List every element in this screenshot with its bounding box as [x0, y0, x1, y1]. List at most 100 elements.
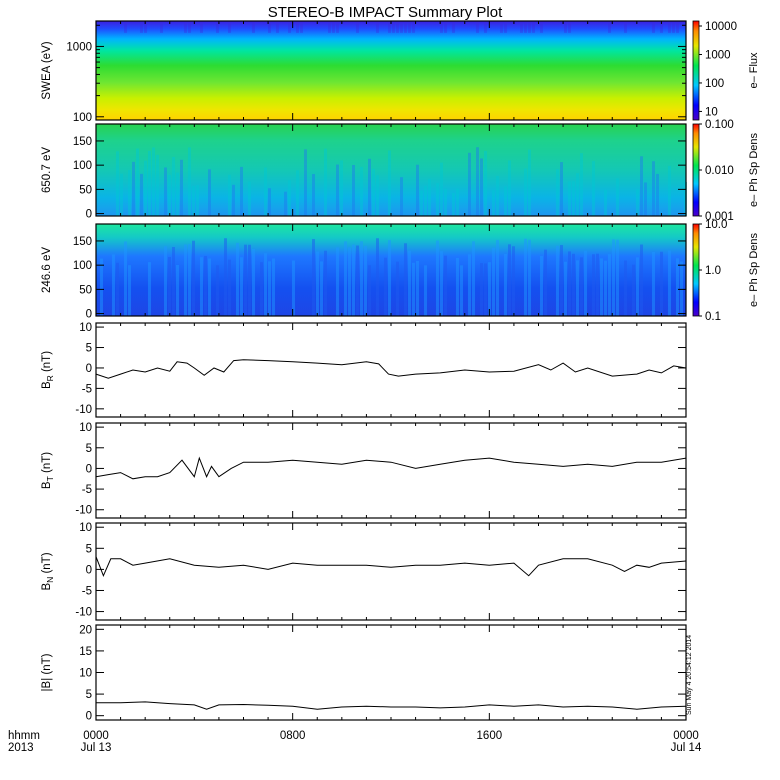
pad650-colorbar-label: e– Ph Sp Dens: [748, 133, 760, 207]
spectrogram-streak: [564, 21, 567, 33]
br-y-ticks: -10 -5 0 5 10: [75, 322, 687, 417]
spectrogram-streak: [440, 21, 443, 33]
spectrogram-streak: [488, 262, 491, 316]
y-tick-label: 50: [79, 284, 92, 296]
spectrogram-streak: [544, 249, 547, 316]
spectrogram-streak: [456, 188, 459, 216]
colorbar-tick-label: 0.100: [705, 119, 734, 131]
colorbar-tick-label: 0.1: [705, 311, 721, 323]
spectrogram-streak: [320, 261, 323, 316]
spectrogram-streak: [600, 258, 603, 316]
y-tick-label: 100: [73, 112, 92, 124]
spectrogram-streak: [340, 160, 343, 216]
spectrogram-streak: [304, 149, 307, 216]
spectrogram-streak: [556, 245, 559, 316]
spectrogram-streak: [564, 261, 567, 316]
swea-colorbar-label: e– Flux: [748, 52, 760, 89]
spectrogram-streak: [288, 21, 291, 33]
spectrogram-streak: [360, 241, 363, 316]
pad650-spectrogram: [96, 124, 686, 216]
spectrogram-streak: [476, 147, 479, 216]
spectrogram-streak: [192, 240, 195, 316]
spectrogram-streak: [116, 262, 119, 316]
swea-spectrogram: [96, 21, 686, 120]
spectrogram-streak: [268, 21, 271, 33]
spectrogram-streak: [144, 160, 147, 216]
spectrogram-streak: [436, 183, 439, 216]
spectrogram-streak: [368, 158, 371, 216]
spectrogram-streak: [504, 186, 507, 216]
y-tick-label: 10: [79, 668, 92, 680]
spectrogram-streak: [352, 164, 355, 216]
spectrogram-streak: [572, 253, 575, 316]
spectrogram-streak: [180, 159, 183, 216]
spectrogram-streak: [208, 169, 211, 216]
spectrogram-streak: [392, 21, 395, 33]
spectrogram-streak: [656, 173, 659, 216]
spectrogram-streak: [348, 247, 351, 316]
spectrogram-streak: [172, 157, 175, 216]
spectrogram-streak: [208, 258, 211, 316]
spectrogram-streak: [128, 265, 131, 316]
spectrogram-streak: [344, 241, 347, 316]
spectrogram-streak: [568, 21, 571, 33]
spectrogram-streak: [224, 238, 227, 316]
pad650-colorbar: [692, 123, 700, 217]
timestamp-stamp: Sun May 4 20:54:12 2014: [686, 635, 693, 715]
colorbar-tick-label: 100: [705, 78, 724, 90]
spectrogram-streak: [332, 21, 335, 33]
spectrogram-streak: [456, 257, 459, 316]
spectrogram-streak: [504, 253, 507, 316]
spectrogram-streak: [248, 244, 251, 316]
colorbar-tick-label: 10.0: [705, 219, 727, 231]
spectrogram-streak: [640, 156, 643, 216]
spectrogram-streak: [496, 239, 499, 316]
spectrogram-streak: [568, 181, 571, 216]
spectrogram-streak: [192, 185, 195, 216]
pad246-colorbar-label: e– Ph Sp Dens: [748, 233, 760, 307]
spectrogram-streak: [572, 181, 575, 216]
spectrogram-streak: [352, 244, 355, 316]
spectrogram-streak: [264, 167, 267, 216]
spectrogram-streak: [336, 164, 339, 216]
spectrogram-streak: [324, 250, 327, 316]
spectrogram-streak: [452, 21, 455, 33]
spectrogram-streak: [116, 151, 119, 216]
spectrogram-streak: [440, 162, 443, 216]
y-tick-label: 100: [73, 260, 92, 272]
spectrogram-streak: [640, 244, 643, 316]
spectrogram-streak: [452, 192, 455, 216]
spectrogram-streak: [584, 250, 587, 316]
spectrogram-streak: [184, 21, 187, 33]
spectrogram-streak: [444, 255, 447, 316]
spectrogram-streak: [496, 175, 499, 216]
spectrogram-streak: [244, 244, 247, 316]
spectrogram-streak: [668, 165, 671, 216]
spectrogram-streak: [580, 153, 583, 216]
panel-pad650: 0.001 0.010 0.100 e– Ph Sp Dens 0 50 100 150 650…: [41, 119, 760, 223]
spectrogram-streak: [164, 246, 167, 316]
y-tick-label: 0: [86, 209, 92, 221]
y-tick-label: 5: [86, 689, 92, 701]
spectrogram-streak: [608, 254, 611, 316]
spectrogram-streak: [196, 185, 199, 216]
spectrogram-streak: [296, 170, 299, 216]
spectrogram-streak: [576, 173, 579, 216]
bt-y-label: BT (nT): [41, 452, 55, 489]
pad650-y-ticks: 0 50 100 150: [73, 124, 687, 221]
spectrogram-streak: [372, 168, 375, 216]
spectrogram-streak: [676, 258, 679, 316]
spectrogram-streak: [652, 251, 655, 316]
spectrogram-streak: [576, 260, 579, 316]
spectrogram-streak: [236, 242, 239, 316]
spectrogram-streak: [524, 21, 527, 33]
bmag-y-ticks: 0 5 10 15 20: [79, 624, 687, 723]
panel-bn: -10 -5 0 5 10 BN (nT): [41, 522, 687, 621]
spectrogram-streak: [240, 166, 243, 216]
spectrogram-streak: [204, 255, 207, 316]
spectrogram-streak: [128, 170, 131, 216]
spectrogram-streak: [624, 21, 627, 33]
y-tick-label: -10: [75, 607, 92, 619]
